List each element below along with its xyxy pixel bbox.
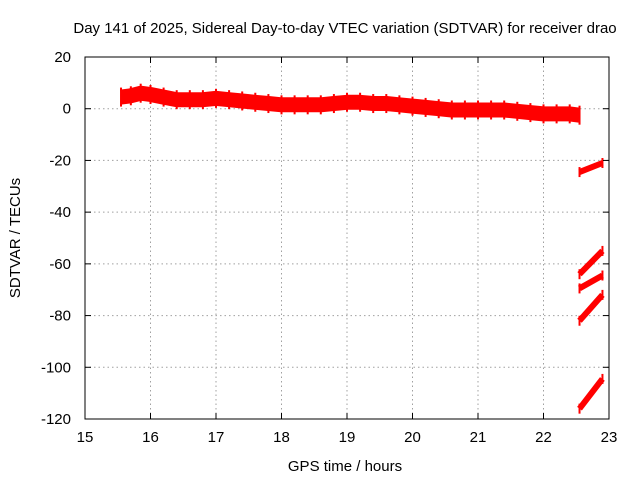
x-tick-label: 22 — [535, 429, 552, 446]
x-tick-label: 20 — [404, 429, 421, 446]
x-tick-label: 19 — [339, 429, 356, 446]
x-tick-label: 16 — [142, 429, 159, 446]
series-segment-A — [578, 158, 604, 178]
x-tick-label: 17 — [208, 429, 225, 446]
series-segment-C — [578, 270, 604, 294]
series-line — [578, 160, 604, 175]
x-tick-label: 23 — [601, 429, 618, 446]
x-tick-label: 21 — [470, 429, 487, 446]
series-line — [577, 248, 605, 277]
chart-title: Day 141 of 2025, Sidereal Day-to-day VTE… — [73, 20, 616, 37]
axis-ticks: 15 16 17 18 19 20 21 22 23 20 0 -20 -40 -60 -80 -100 -12… — [41, 49, 617, 446]
series-segment-D — [577, 289, 605, 326]
y-tick-label: -120 — [41, 411, 71, 428]
series-line — [578, 272, 604, 292]
x-tick-label: 15 — [77, 429, 94, 446]
data-series — [120, 83, 605, 414]
y-tick-label: 0 — [63, 101, 71, 118]
y-tick-label: -80 — [49, 308, 71, 325]
series-line — [577, 377, 605, 411]
y-axis-label: SDTVAR / TECUs — [7, 178, 24, 298]
series-main-band — [120, 83, 581, 125]
y-tick-label: -60 — [49, 256, 71, 273]
y-tick-label: -100 — [41, 359, 71, 376]
x-axis-label: GPS time / hours — [288, 458, 402, 475]
y-tick-label: 20 — [54, 49, 71, 66]
series-segment-B — [577, 245, 605, 280]
y-tick-label: -40 — [49, 204, 71, 221]
series-segment-E — [577, 373, 605, 414]
series-line — [577, 292, 605, 323]
y-tick-label: -20 — [49, 152, 71, 169]
x-tick-label: 18 — [273, 429, 290, 446]
